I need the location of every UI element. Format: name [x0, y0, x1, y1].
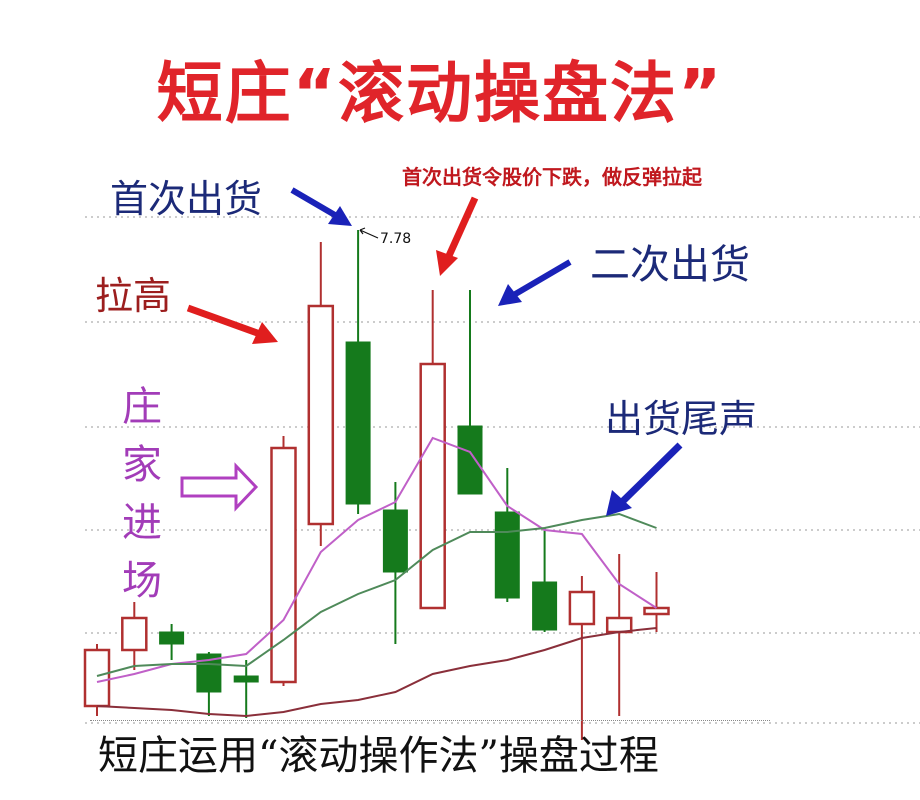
arrow-first-sell	[290, 187, 342, 221]
candle-body	[270, 446, 297, 684]
candle	[270, 436, 297, 686]
candle-body	[345, 341, 371, 505]
candle	[233, 660, 259, 718]
candle	[494, 468, 520, 602]
candle	[121, 602, 148, 670]
candle	[83, 644, 111, 716]
candle-body	[605, 616, 633, 634]
arrow-pull-up	[186, 304, 262, 338]
moving-average-ma_mid	[96, 512, 657, 677]
candle-body	[568, 590, 596, 626]
candle-body	[83, 648, 111, 708]
page-title: 短庄“滚动操盘法”	[156, 55, 724, 132]
candle-body	[457, 425, 483, 495]
caption: 短庄运用“滚动操作法”操盘过程	[90, 720, 770, 798]
candle	[457, 290, 483, 495]
arrowhead-second-sell	[498, 284, 522, 306]
candle-body	[121, 616, 148, 652]
label-first-sell-note: 首次出货令股价下跌，做反弹拉起	[402, 165, 702, 189]
high-pointer-icon	[359, 227, 379, 239]
gridlines	[85, 216, 920, 724]
label-first-sell: 首次出货	[110, 177, 263, 221]
candle	[159, 624, 185, 660]
arrowhead-sell-end	[606, 490, 632, 516]
arrowhead-first-sell	[328, 206, 352, 226]
candle-body	[233, 675, 259, 683]
candle-body	[159, 631, 185, 645]
arrow-rebound	[444, 196, 479, 260]
label-dealer-enters: 庄家进场	[122, 384, 162, 604]
label-sell-end: 出货尾声	[605, 397, 758, 441]
candle	[345, 230, 371, 514]
candle	[419, 290, 446, 610]
candle-body	[419, 362, 446, 610]
hollow-arrow-dealer	[180, 462, 259, 512]
candle-body	[494, 511, 520, 599]
moving-average-ma_long	[96, 627, 657, 718]
arrow-second-sell	[510, 259, 572, 299]
arrow-sell-end	[619, 442, 683, 505]
candle-body	[382, 509, 408, 573]
candle-body	[643, 606, 670, 616]
candle-body	[532, 581, 558, 631]
arrowhead-rebound	[436, 250, 458, 276]
label-second-sell: 二次出货	[590, 242, 750, 288]
candle	[307, 242, 335, 546]
annotation-arrows	[180, 187, 683, 516]
candle	[532, 528, 558, 632]
moving-average-ma_short	[96, 436, 658, 683]
candle	[605, 554, 633, 716]
arrowhead-pull-up	[252, 322, 278, 344]
label-pull-up: 拉高	[95, 274, 172, 318]
candle	[382, 482, 408, 644]
moving-averages	[96, 436, 658, 718]
candle-body	[307, 304, 335, 526]
high-price-label: 7.78	[380, 231, 412, 247]
candle	[568, 576, 596, 740]
